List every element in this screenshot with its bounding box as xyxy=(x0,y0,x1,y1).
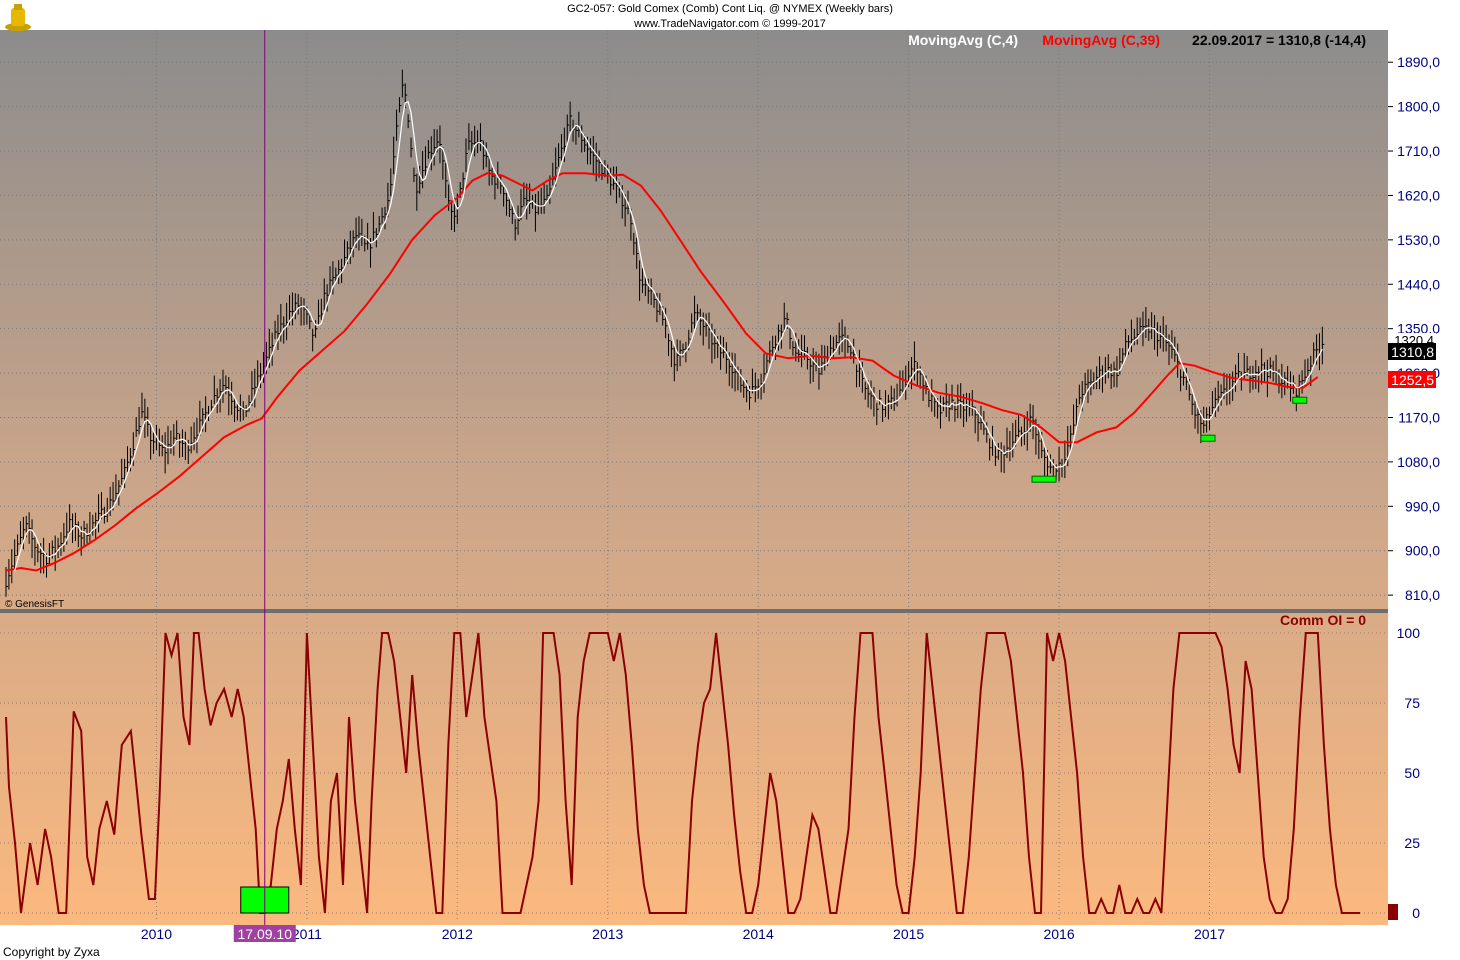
legend: MovingAvg (C,4) MovingAvg (C,39) 22.09.2… xyxy=(908,32,1366,48)
comm-oi-line xyxy=(5,632,1360,914)
legend-last-quote: 22.09.2017 = 1310,8 (-14,4) xyxy=(1192,32,1366,48)
price-tick-label: 810,0 xyxy=(1405,587,1440,603)
legend-ma-fast: MovingAvg (C,4) xyxy=(908,32,1018,48)
ma-slow-tag-text: 1252,5 xyxy=(1391,372,1434,388)
x-tick-label: 2016 xyxy=(1043,926,1074,942)
price-signals xyxy=(1031,396,1308,483)
indicator-tick-label: 25 xyxy=(1404,835,1420,851)
buy-signal-marker xyxy=(1031,475,1057,483)
price-tick-label: 1080,0 xyxy=(1397,454,1440,470)
chart-subtitle: www.TradeNavigator.com © 1999-2017 xyxy=(633,18,826,30)
logo-icon xyxy=(5,4,31,31)
x-tick-label: 2013 xyxy=(592,926,623,942)
indicator-axis: 0 25 50 75 100 xyxy=(1397,625,1421,921)
x-tick-label: 2011 xyxy=(292,926,322,942)
x-tick-label: 2017 xyxy=(1194,926,1225,942)
ma-slow-tag xyxy=(1388,371,1436,388)
price-tick-label: 1890,0 xyxy=(1397,54,1440,70)
price-tick-label: 990,0 xyxy=(1405,498,1440,514)
price-tick-label: 1800,0 xyxy=(1397,99,1440,115)
price-tick-label: 1710,0 xyxy=(1397,143,1440,159)
x-tick-label: 2014 xyxy=(743,926,774,942)
copyright-text: Copyright by Zyxa xyxy=(3,945,100,959)
panel-divider[interactable] xyxy=(0,609,1388,613)
price-tick-label: 900,0 xyxy=(1405,543,1440,559)
x-tick-label: 2010 xyxy=(141,926,172,942)
cursor-date-label: 17.09.10 xyxy=(238,926,293,942)
last-price-tag xyxy=(1388,343,1436,360)
indicator-tag xyxy=(1388,904,1398,920)
price-tick-label: 1350,0 xyxy=(1397,321,1440,337)
x-tick-label: 2015 xyxy=(893,926,924,942)
price-tick-label: 1170,0 xyxy=(1398,409,1440,425)
indicator-tick-label: 75 xyxy=(1404,695,1420,711)
chart-title: GC2-057: Gold Comex (Comb) Cont Liq. @ N… xyxy=(567,3,893,15)
cursor-date-box xyxy=(233,925,296,942)
right-axis-area xyxy=(1388,30,1460,925)
price-tick-label: 1530,0 xyxy=(1397,232,1440,248)
last-price-tag-text: 1310,8 xyxy=(1391,344,1434,360)
indicator-tick-label: 50 xyxy=(1404,765,1420,781)
price-tick-label: 1620,0 xyxy=(1397,187,1440,203)
ma-4-line xyxy=(14,100,1323,572)
genesis-credit: © GenesisFT xyxy=(5,599,64,610)
price-grid xyxy=(0,30,1388,608)
x-tick-label: 2012 xyxy=(442,926,473,942)
x-axis: 2010 2011 2012 2013 2014 2015 2016 2017 xyxy=(141,926,1225,942)
buy-signal-marker xyxy=(1200,434,1216,442)
price-tick-label: 1440,0 xyxy=(1397,276,1440,292)
indicator-tick-label: 0 xyxy=(1412,905,1420,921)
buy-signal-marker xyxy=(1292,396,1308,404)
ma-39-line xyxy=(5,172,1319,572)
price-tags: 1320,4 1310,8 1252,5 xyxy=(1388,333,1436,920)
indicator-label: Comm OI = 0 xyxy=(1280,612,1366,628)
indicator-tick-label: 100 xyxy=(1397,625,1421,641)
price-bars xyxy=(5,69,1325,597)
header: GC2-057: Gold Comex (Comb) Cont Liq. @ N… xyxy=(5,3,893,31)
legend-ma-slow: MovingAvg (C,39) xyxy=(1042,32,1160,48)
